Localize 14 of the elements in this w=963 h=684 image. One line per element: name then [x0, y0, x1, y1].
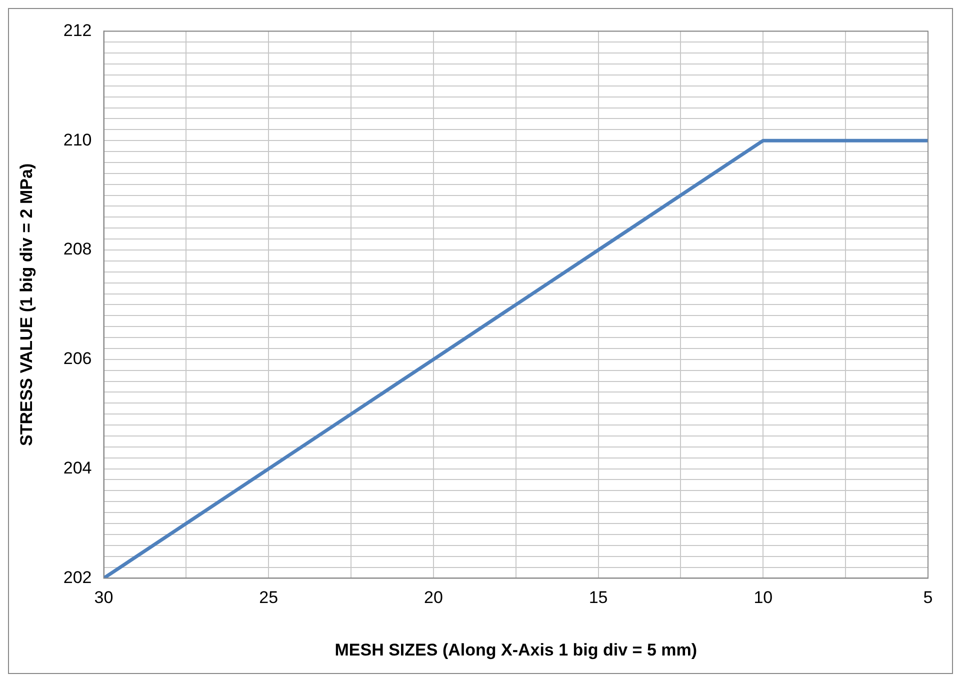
- y-tick-label: 212: [63, 20, 92, 40]
- y-tick-label: 208: [63, 240, 92, 259]
- x-tick-label: 30: [94, 588, 114, 608]
- y-tick-label: 202: [63, 568, 92, 587]
- x-tick-label: 25: [259, 588, 278, 608]
- x-tick-label: 5: [923, 588, 933, 608]
- x-axis-title: MESH SIZES (Along X-Axis 1 big div = 5 mm): [334, 640, 698, 660]
- x-tick-label: 20: [424, 588, 443, 608]
- y-tick-label: 210: [63, 130, 92, 150]
- x-tick-label: 15: [588, 588, 608, 608]
- y-tick-label: 204: [63, 458, 92, 478]
- y-axis-title: STRESS VALUE (1 big div = 2 MPa): [16, 163, 36, 446]
- x-tick-label: 10: [754, 588, 773, 608]
- y-tick-label: 206: [63, 349, 92, 368]
